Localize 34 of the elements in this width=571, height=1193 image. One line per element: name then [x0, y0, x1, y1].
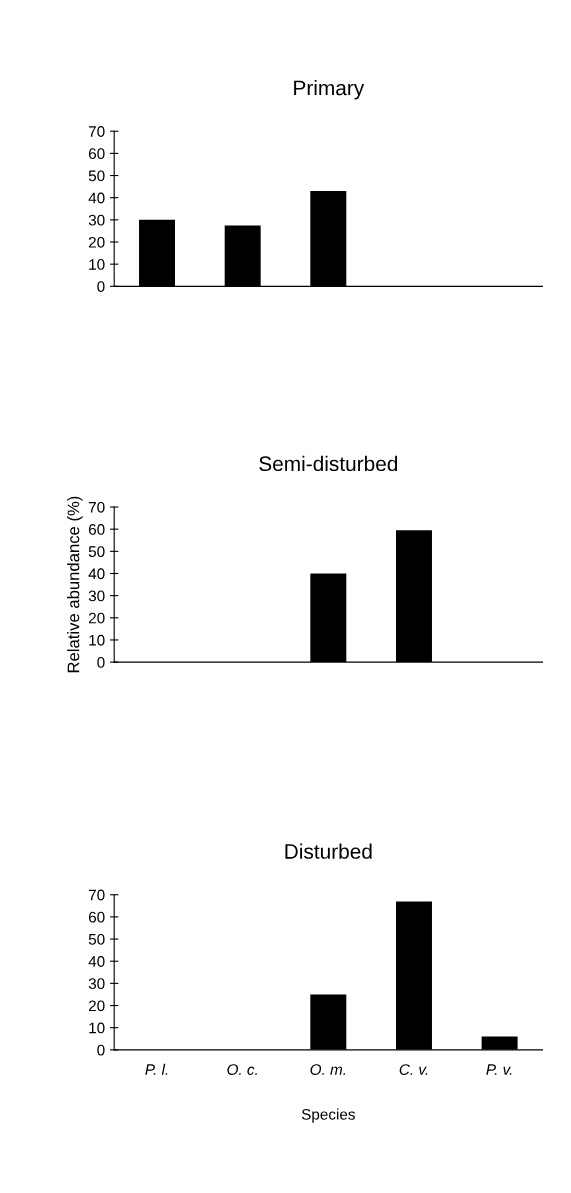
x-tick-label: O. c.	[227, 1064, 257, 1075]
y-tick-label: 0	[97, 1044, 105, 1056]
y-tick-label: 40	[88, 192, 105, 204]
y-tick-label: 20	[88, 236, 105, 248]
y-tick-label: 30	[88, 590, 105, 602]
y-tick-label: 50	[88, 170, 105, 182]
y-tick-label: 60	[88, 148, 105, 160]
y-tick-label: 40	[88, 568, 105, 580]
chart-title: Semi-disturbed	[259, 455, 398, 472]
y-axis-title: Relative abundance (%)	[67, 496, 83, 673]
x-tick-label: P. l.	[145, 1063, 168, 1075]
y-tick-label: 60	[88, 911, 105, 923]
y-tick-label: 50	[88, 933, 105, 945]
y-tick-label: 40	[88, 956, 105, 967]
y-tick-label: 70	[88, 889, 105, 901]
x-axis-title: Species	[301, 1108, 355, 1123]
y-tick-label: 30	[88, 214, 105, 226]
y-tick-label: 10	[89, 634, 105, 646]
x-tick-label: P. v.	[486, 1064, 512, 1075]
y-tick-label: 0	[97, 281, 105, 293]
y-tick-label: 50	[88, 546, 105, 558]
y-tick-label: 60	[88, 524, 105, 535]
x-tick-label: O. m.	[310, 1064, 346, 1075]
y-tick-label: 10	[89, 1022, 105, 1034]
y-tick-label: 0	[97, 656, 105, 668]
y-tick-label: 70	[88, 126, 105, 137]
y-tick-label: 30	[88, 978, 105, 990]
y-tick-label: 20	[88, 1000, 105, 1012]
y-tick-label: 70	[88, 501, 105, 513]
chart-title: Primary	[294, 80, 365, 100]
y-tick-label: 10	[89, 259, 105, 270]
x-tick-label: C. v.	[399, 1064, 428, 1075]
chart-title: Disturbed	[285, 843, 372, 859]
y-tick-label: 20	[88, 612, 105, 624]
